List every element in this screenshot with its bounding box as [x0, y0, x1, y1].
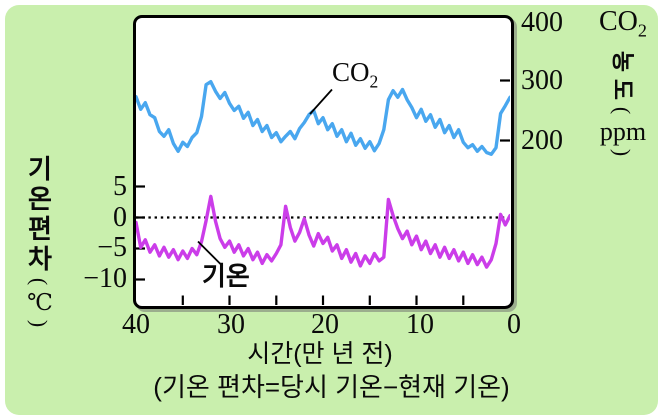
co2-series-label: CO2 [332, 58, 378, 96]
left-axis-tick-label: 5 [113, 171, 127, 202]
right-axis-gas-label: CO2 [599, 6, 647, 47]
plot-canvas [136, 79, 510, 305]
left-axis-unit-celsius: ℃ [27, 290, 53, 315]
figure-caption: (기온 편차=당시 기온−현재 기온) [153, 372, 510, 402]
temp-pointer-line [197, 240, 224, 267]
co2-label-subscript: 2 [369, 71, 379, 92]
co2-label-text: CO [332, 57, 370, 87]
left-axis-tick-label: −5 [97, 232, 127, 263]
right-axis-close-paren: ) [610, 148, 636, 156]
left-axis-open-paren: ( [27, 277, 53, 286]
plot-area [133, 15, 514, 309]
x-axis-title: 시간(만 년 전) [247, 340, 393, 368]
right-axis-title-char: 농 [610, 50, 637, 72]
co2-pointer-line [309, 88, 333, 115]
right-axis-open-paren: ( [610, 106, 636, 114]
left-axis-tick-label: −10 [83, 263, 127, 294]
series-line-temp [136, 194, 510, 269]
series-layer [136, 80, 510, 269]
right-axis-title: CO2 농 도 ( ppm ) [586, 6, 660, 159]
x-axis-tick-label: 0 [507, 309, 521, 340]
right-axis-title-char: 도 [610, 78, 637, 100]
left-axis-title-char: 차 [28, 244, 52, 274]
left-axis-title-char: 온 [28, 184, 52, 214]
right-axis-tick-label: 200 [521, 125, 563, 156]
right-axis-gas-text: CO [599, 6, 638, 37]
right-axis-gas-subscript: 2 [637, 20, 647, 41]
right-axis-tick-label: 400 [521, 7, 563, 38]
left-axis-title-char: 기 [28, 154, 52, 184]
temp-series-label: 기온 [202, 261, 250, 291]
x-axis-tick-label: 20 [311, 309, 339, 340]
left-axis-title: 기 온 편 차 ( ℃ ) [18, 155, 62, 330]
right-axis-unit-ppm: ppm [599, 116, 647, 146]
left-axis-title-char: 편 [28, 214, 52, 244]
x-axis-tick-marks [181, 295, 465, 305]
series-line-co2 [136, 80, 510, 157]
left-axis-tick-label: 0 [113, 202, 127, 233]
right-axis-tick-label: 300 [521, 65, 563, 96]
right-axis-tick-marks [500, 79, 510, 142]
x-axis-tick-label: 30 [217, 309, 245, 340]
x-axis-tick-label: 10 [406, 309, 434, 340]
x-axis-tick-label: 40 [122, 309, 150, 340]
left-axis-close-paren: ) [27, 319, 53, 328]
